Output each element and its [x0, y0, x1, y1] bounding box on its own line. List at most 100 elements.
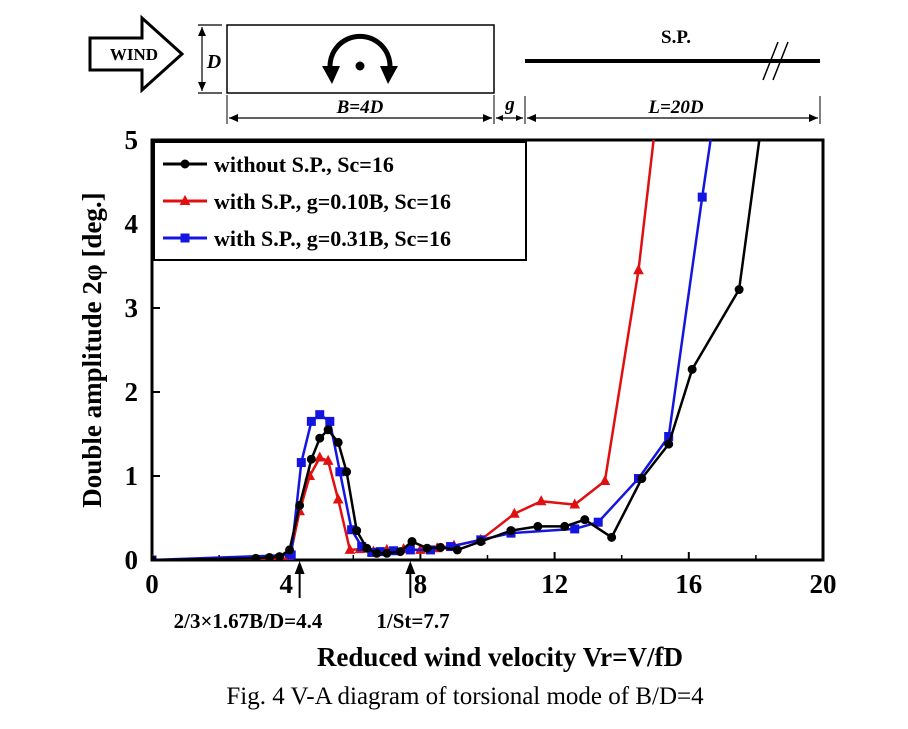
- data-point: [405, 545, 415, 555]
- x-axis-title: Reduced wind velocity Vr=V/fD: [317, 642, 683, 672]
- data-point: [569, 498, 581, 509]
- data-point: [452, 545, 462, 555]
- data-point: [285, 545, 295, 555]
- data-point: [315, 410, 325, 420]
- data-point: [697, 192, 707, 202]
- data-point: [314, 451, 326, 462]
- arrowhead-icon: [809, 114, 818, 122]
- data-point: [152, 555, 157, 560]
- data-point: [332, 493, 344, 504]
- break-mark: [772, 41, 789, 81]
- data-point: [325, 416, 335, 426]
- data-point: [344, 543, 356, 554]
- data-point: [333, 437, 343, 447]
- data-point: [179, 194, 191, 205]
- data-point: [306, 416, 316, 426]
- arrowhead-icon: [229, 114, 238, 122]
- data-point: [372, 548, 382, 558]
- arrowhead-icon: [294, 561, 305, 574]
- annotation-left-label: 2/3×1.67B/D=4.4: [174, 609, 323, 633]
- arrowhead-icon: [496, 115, 503, 121]
- data-point: [607, 532, 617, 542]
- data-point: [533, 521, 543, 531]
- rotation-arrow-icon: [327, 33, 393, 75]
- arrowhead-icon: [516, 115, 523, 121]
- schematic: WIND D S.P. B=4D g: [88, 14, 821, 124]
- data-point: [560, 521, 570, 531]
- arrowhead-icon: [405, 561, 416, 574]
- data-point: [362, 543, 372, 553]
- arrowhead-icon: [322, 66, 340, 84]
- x-tick-label: 4: [279, 569, 293, 599]
- break-mark: [762, 41, 779, 81]
- data-point: [322, 454, 334, 465]
- series-layer: [152, 140, 761, 560]
- x-tick-label: 0: [145, 569, 159, 599]
- legend: without S.P., Sc=16 with S.P., g=0.10B, S…: [153, 141, 527, 261]
- annotation-layer: [294, 561, 416, 598]
- arrowhead-icon: [198, 82, 206, 91]
- data-point: [506, 526, 516, 536]
- l-label: L=20D: [647, 97, 703, 118]
- data-point: [296, 458, 306, 468]
- wind-arrow-icon: [88, 14, 185, 94]
- legend-label: with S.P., g=0.10B, Sc=16: [214, 189, 451, 214]
- data-point: [295, 500, 305, 510]
- legend-label: with S.P., g=0.31B, Sc=16: [214, 226, 451, 251]
- data-point: [315, 433, 325, 443]
- data-point: [535, 495, 547, 506]
- data-point: [180, 233, 190, 243]
- legend-box: [153, 141, 527, 261]
- data-point: [637, 474, 647, 484]
- data-point: [599, 474, 611, 486]
- figure-caption: Fig. 4 V-A diagram of torsional mode of …: [226, 683, 704, 710]
- data-point: [509, 507, 520, 518]
- legend-items: without S.P., Sc=16 with S.P., g=0.10B, S…: [163, 152, 451, 251]
- data-point: [395, 547, 405, 557]
- legend-entry: with S.P., g=0.31B, Sc=16: [163, 226, 451, 251]
- y-axis-title: Double amplitude 2φ [deg.]: [77, 192, 107, 507]
- arrowhead-icon: [198, 27, 206, 36]
- data-point: [476, 537, 486, 547]
- legend-entry: without S.P., Sc=16: [163, 152, 394, 177]
- series-1: [152, 140, 761, 560]
- y-tick-label: 5: [125, 125, 139, 155]
- data-point: [593, 517, 603, 527]
- data-point: [274, 552, 284, 560]
- data-point: [382, 548, 392, 558]
- data-point: [570, 524, 580, 534]
- y-tick-label: 1: [125, 461, 139, 491]
- d-label: D: [206, 51, 221, 73]
- rotation-center-dot: [355, 61, 365, 71]
- g-label: g: [504, 94, 515, 115]
- x-tick-label: 16: [675, 569, 702, 599]
- arrowhead-icon: [527, 114, 536, 122]
- data-point: [251, 553, 261, 560]
- y-tick-label: 4: [125, 209, 139, 239]
- data-point: [407, 537, 417, 547]
- legend-label: without S.P., Sc=16: [214, 152, 394, 177]
- data-point: [664, 439, 674, 449]
- series-3: [152, 140, 712, 560]
- data-point: [580, 515, 590, 525]
- y-tick-label: 3: [125, 293, 139, 323]
- wind-label: WIND: [110, 45, 158, 64]
- data-point: [306, 454, 316, 464]
- y-tick-label: 0: [125, 545, 139, 575]
- data-point: [342, 467, 352, 477]
- b-label: B=4D: [336, 97, 384, 118]
- data-point: [180, 159, 190, 169]
- data-point: [687, 364, 697, 374]
- arrowhead-icon: [483, 114, 492, 122]
- arrowhead-icon: [380, 66, 398, 84]
- x-tick-label: 8: [414, 569, 428, 599]
- data-point: [436, 542, 446, 552]
- data-point: [323, 425, 333, 435]
- x-tick-label: 20: [810, 569, 837, 599]
- sp-label: S.P.: [661, 27, 691, 48]
- y-tick-label: 2: [125, 377, 139, 407]
- legend-entry: with S.P., g=0.10B, Sc=16: [163, 189, 451, 214]
- data-point: [633, 264, 644, 275]
- data-point: [422, 543, 432, 553]
